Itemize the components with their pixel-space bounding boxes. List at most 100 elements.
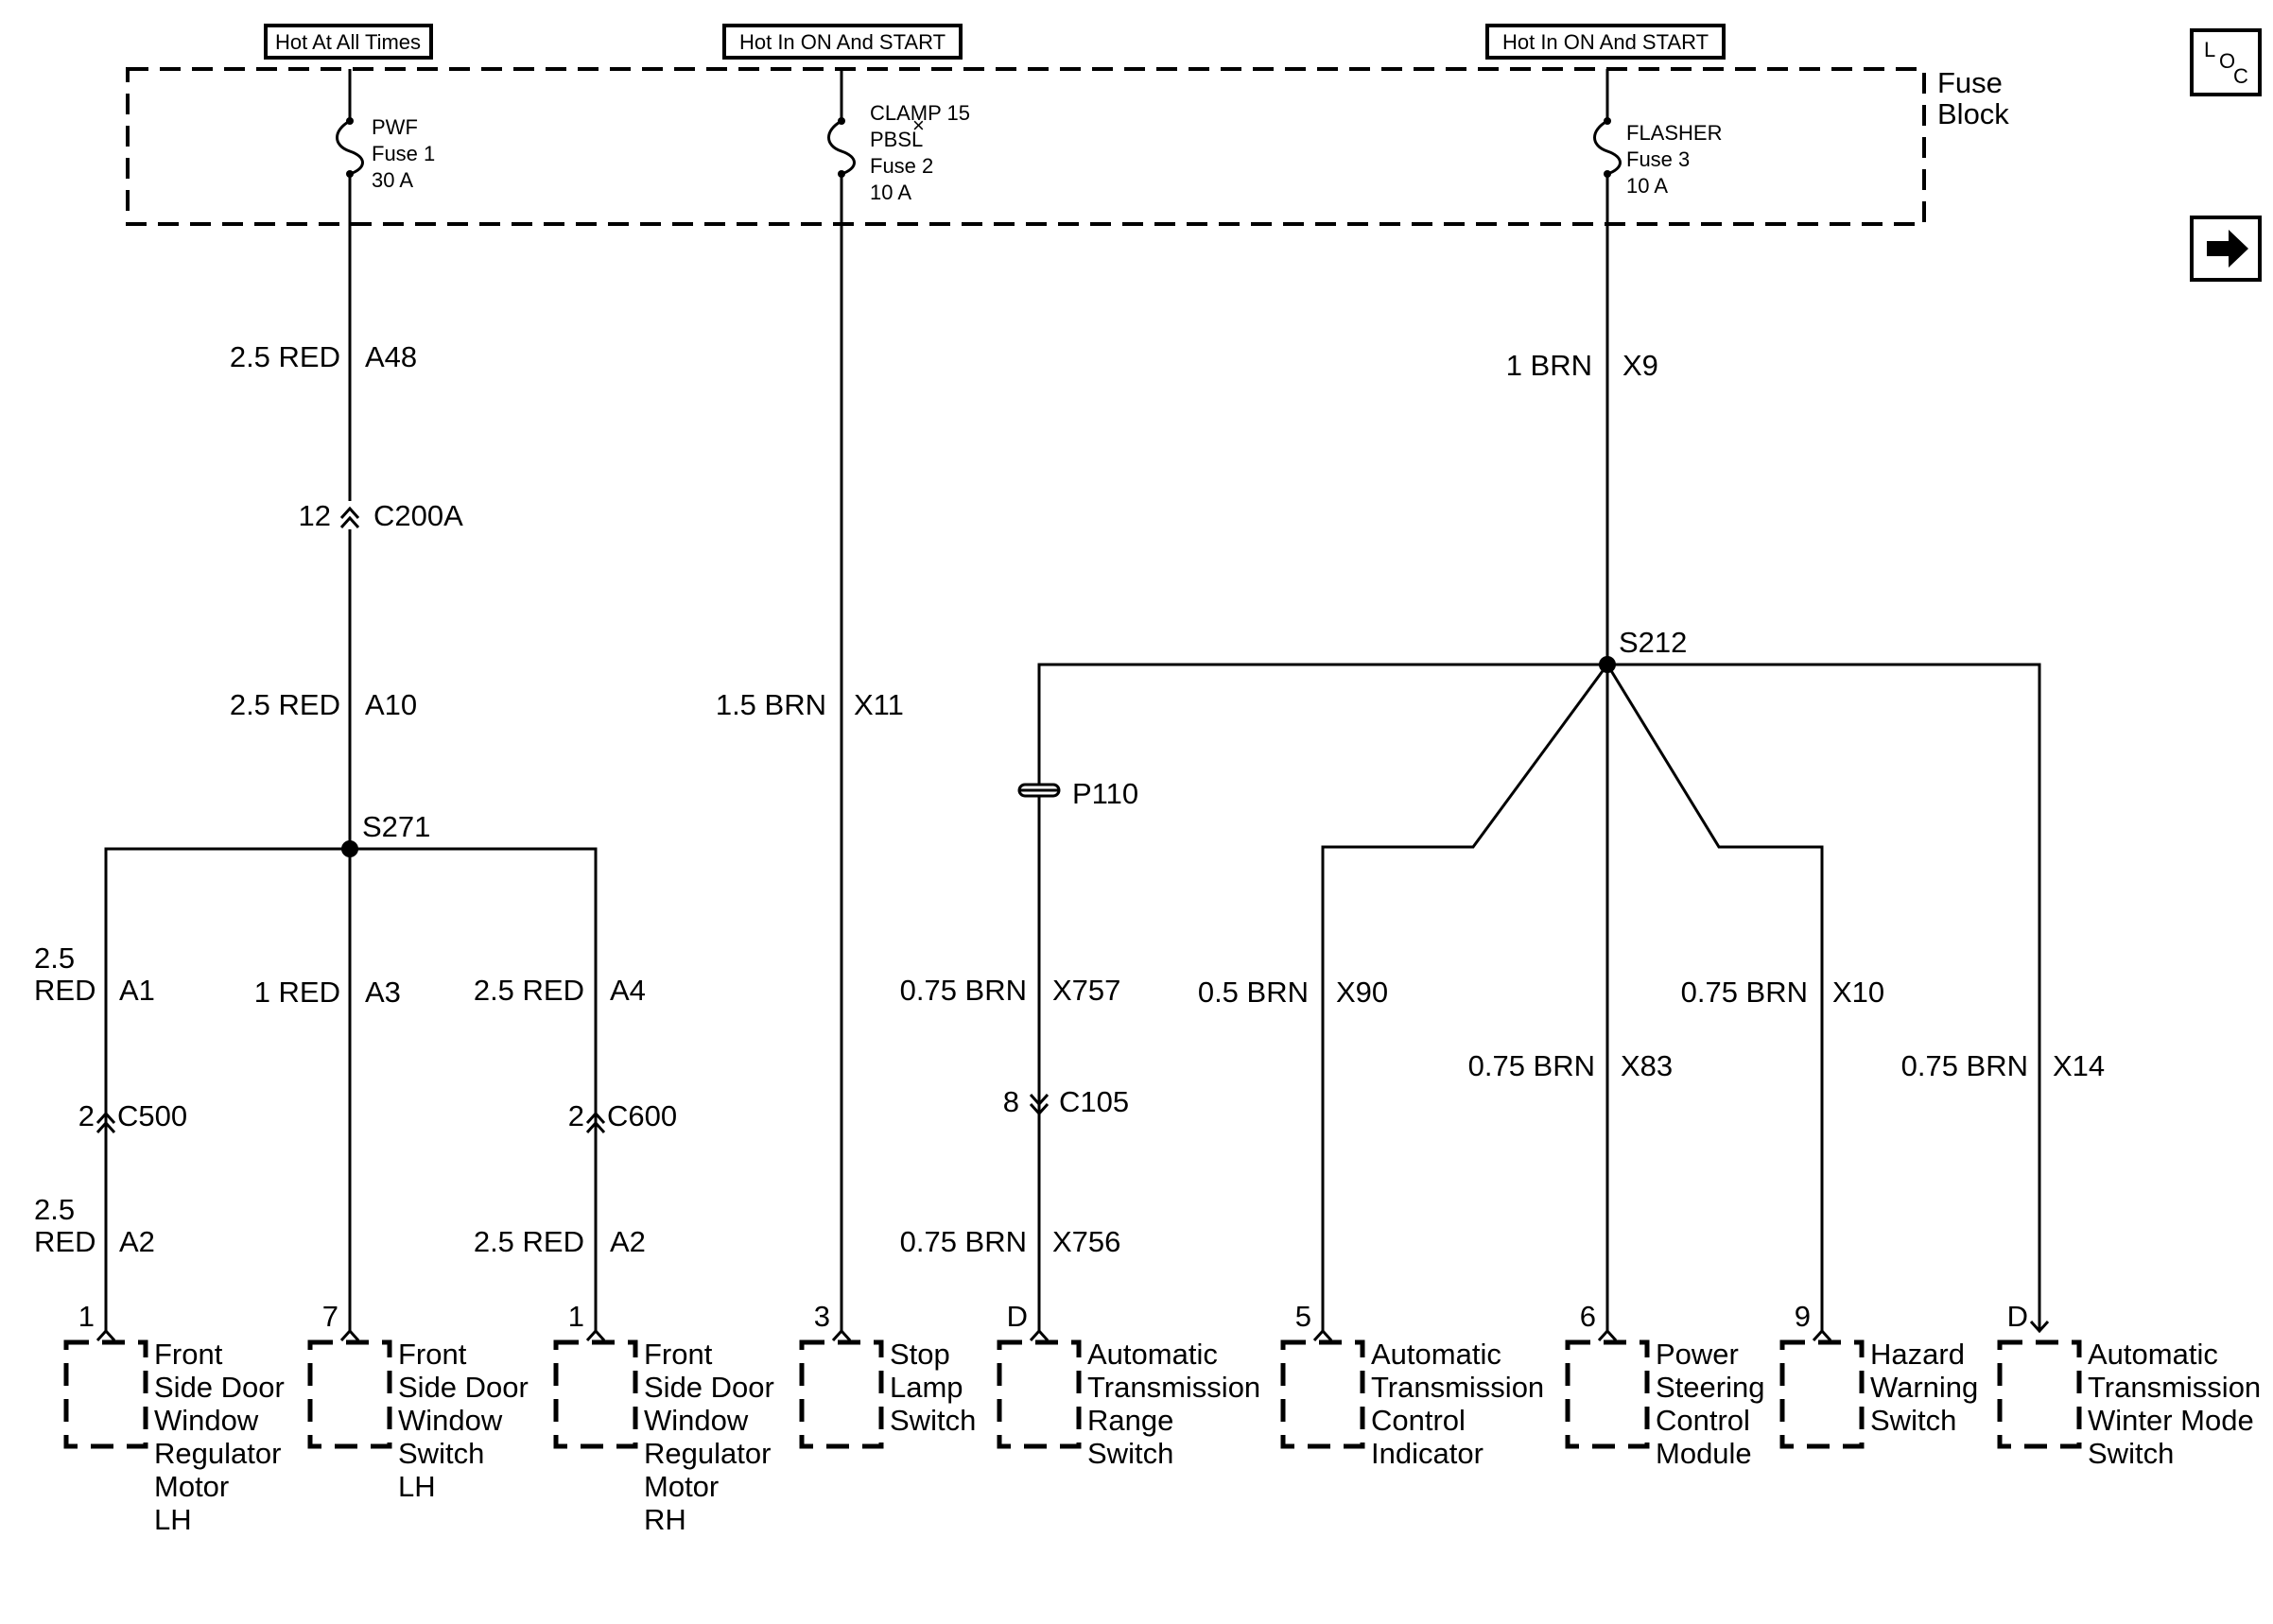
next-page-arrow-icon[interactable]	[2190, 216, 2262, 282]
wire-x11-circuit: X11	[854, 688, 904, 721]
location-icon[interactable]: L O C	[2190, 28, 2262, 96]
component-name-line: Automatic	[1371, 1338, 1501, 1371]
wire-x83-circuit: X83	[1621, 1049, 1673, 1082]
connector-c500-symbol	[95, 1111, 116, 1134]
fuse-block-label-line1: Fuse	[1937, 66, 2003, 99]
wire-x10-circuit: X10	[1832, 976, 1884, 1009]
component-name-line: Switch	[2088, 1437, 2174, 1470]
fuse3-id: Fuse 3	[1626, 147, 1690, 171]
component-name-line: Switch	[1087, 1437, 1173, 1470]
wire-a48-gauge: 2.5 RED	[230, 340, 340, 373]
component-pin: 5	[1295, 1300, 1311, 1333]
splice-s212-label: S212	[1619, 626, 1687, 659]
fuse2-name1: CLAMP 15	[870, 101, 970, 125]
fuse2-rating: 10 A	[870, 181, 911, 204]
connector-c500-name: C500	[117, 1099, 187, 1132]
component-name-line: Window	[154, 1404, 259, 1437]
header-label: Hot In ON And START	[1502, 30, 1709, 54]
fuse2-id: Fuse 2	[870, 154, 933, 178]
fuse-block-outline	[126, 67, 1926, 226]
component-pin: 3	[814, 1300, 830, 1333]
component-name-line: Control	[1656, 1404, 1750, 1437]
connector-c105-name: C105	[1059, 1085, 1129, 1118]
terminal-arrow	[339, 1328, 360, 1342]
wire-a3-gauge: 1 RED	[254, 976, 340, 1009]
wire-x756-gauge: 0.75 BRN	[900, 1225, 1027, 1258]
connector-c600-symbol	[585, 1111, 606, 1134]
wire-a2-left-circuit: A2	[119, 1225, 155, 1258]
component-name-line: Side Door	[644, 1371, 774, 1404]
header-hot-in-on-start-2: Hot In ON And START	[1485, 24, 1726, 60]
connector-c200a-pin: 12	[299, 499, 331, 532]
component-pin: D	[2007, 1300, 2028, 1333]
connector-p110-name: P110	[1072, 777, 1138, 810]
wire-a4-circuit: A4	[610, 974, 646, 1007]
connector-c105-pin: 8	[1003, 1085, 1019, 1118]
wire-a1-circuit: A1	[119, 974, 155, 1007]
fuse-2-symbol	[827, 117, 856, 178]
wire-a1-gauge-1: 2.5	[34, 942, 75, 975]
wire-x9-circuit: X9	[1622, 349, 1658, 382]
component-name-line: Warning	[1870, 1371, 1978, 1404]
component-name-line: LH	[398, 1470, 436, 1503]
component-name-line: Transmission	[1371, 1371, 1544, 1404]
component-box	[63, 1339, 148, 1449]
wire-x90-gauge: 0.5 BRN	[1198, 976, 1309, 1009]
component-name-line: Winter Mode	[2088, 1404, 2254, 1437]
component-name-line: Automatic	[2088, 1338, 2218, 1371]
wire-x756-circuit: X756	[1052, 1225, 1120, 1258]
connector-c600-pin: 2	[568, 1099, 584, 1132]
component-name-line: Range	[1087, 1404, 1173, 1437]
component-name-line: Automatic	[1087, 1338, 1218, 1371]
component-box	[1997, 1339, 2082, 1449]
fuse3-name: FLASHER	[1626, 121, 1722, 145]
fuse2-name2: PBSL	[870, 128, 923, 151]
component-name-line: RH	[644, 1503, 686, 1536]
component-name-line: Motor	[154, 1470, 229, 1503]
terminal-arrow	[95, 1328, 116, 1342]
component-name-line: Motor	[644, 1470, 719, 1503]
wire-x14-circuit: X14	[2053, 1049, 2105, 1082]
wire-a4-gauge: 2.5 RED	[474, 974, 584, 1007]
wire-x10-gauge: 0.75 BRN	[1681, 976, 1808, 1009]
loc-letter-c: C	[2233, 64, 2248, 88]
wire-x10	[1605, 664, 1824, 1331]
component-name-line: Stop	[890, 1338, 950, 1371]
terminal-arrow	[1029, 1328, 1050, 1342]
fuse1-id: Fuse 1	[372, 142, 435, 165]
component-name-line: Window	[644, 1404, 749, 1437]
component-box	[997, 1339, 1082, 1449]
wire-x757-gauge: 0.75 BRN	[900, 974, 1027, 1007]
wire-a10-circuit: A10	[365, 688, 417, 721]
component-box	[307, 1339, 392, 1449]
component-name-line: Hazard	[1870, 1338, 1965, 1371]
s212-branch-outer	[1037, 663, 2041, 1331]
wire-a3-circuit: A3	[365, 976, 401, 1009]
component-name-line: Steering	[1656, 1371, 1764, 1404]
loc-letter-o: O	[2219, 49, 2235, 73]
component-name-line: Regulator	[644, 1437, 771, 1470]
fuse1-name: PWF	[372, 115, 418, 139]
connector-c200a-name: C200A	[373, 499, 463, 532]
terminal-arrow	[585, 1328, 606, 1342]
component-box	[1280, 1339, 1365, 1449]
wire-a1-gauge-2: RED	[34, 974, 95, 1007]
fuse1-rating: 30 A	[372, 168, 413, 192]
wire-x90	[1321, 664, 1609, 1331]
terminal-arrow	[1812, 1328, 1832, 1342]
component-name-line: Lamp	[890, 1371, 963, 1404]
component-pin: D	[1007, 1300, 1028, 1333]
component-box	[1779, 1339, 1865, 1449]
component-pin: 1	[568, 1300, 584, 1333]
component-name-line: LH	[154, 1503, 192, 1536]
header-hot-at-all-times: Hot At All Times	[264, 24, 433, 60]
splice-s271-label: S271	[362, 810, 430, 843]
